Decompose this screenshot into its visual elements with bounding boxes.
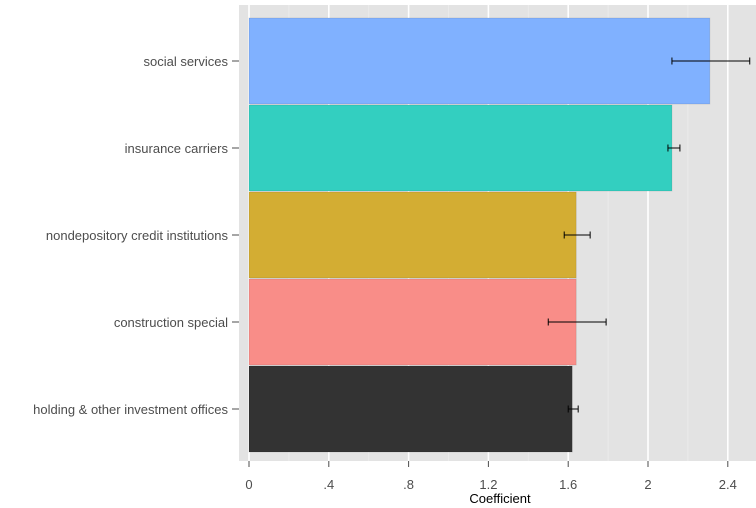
x-tick-label: .4 [323, 477, 334, 492]
bars [248, 17, 711, 453]
x-tick-label: .8 [403, 477, 414, 492]
y-tick-label: holding & other investment offices [33, 402, 228, 417]
x-axis-title: Coefficient [469, 491, 531, 506]
bar [248, 17, 711, 105]
y-axis: social services insurance carriers nondepo… [33, 54, 239, 417]
bar [248, 104, 673, 192]
y-tick-label: social services [143, 54, 228, 69]
x-tick-label: 2 [644, 477, 651, 492]
x-tick-label: 2.4 [719, 477, 737, 492]
error-bars [547, 57, 751, 413]
y-tick-label: insurance carriers [125, 141, 229, 156]
x-tick-label: 1.6 [559, 477, 577, 492]
bar [248, 365, 573, 453]
y-tick-label: construction special [114, 315, 228, 330]
bar [248, 191, 577, 279]
y-tick-label: nondepository credit institutions [46, 228, 229, 243]
x-tick-label: 1.2 [479, 477, 497, 492]
bar [248, 278, 577, 366]
x-tick-label: 0 [245, 477, 252, 492]
x-axis: 0 .4 .8 1.2 1.6 2 2.4 [245, 461, 737, 492]
